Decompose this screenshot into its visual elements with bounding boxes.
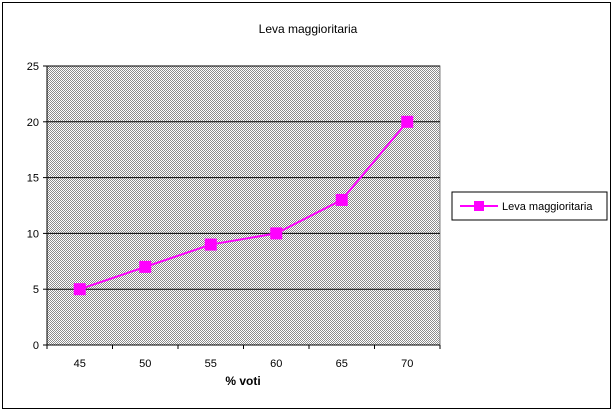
x-tick-label: 65 <box>336 358 348 370</box>
y-axis: 0 5 10 15 20 25 <box>27 61 47 352</box>
data-point-marker <box>204 238 217 251</box>
x-tick-label: 55 <box>205 358 217 370</box>
data-point-marker <box>73 283 86 296</box>
x-axis-label: % voti <box>225 374 260 388</box>
data-point-marker <box>335 193 348 206</box>
plot-area <box>46 65 441 346</box>
y-tick-label: 0 <box>33 340 39 352</box>
x-axis: 45 50 55 60 65 70 <box>46 345 441 370</box>
x-tick-label: 50 <box>139 358 151 370</box>
series-layer <box>73 115 414 296</box>
chart-title: Leva maggioritaria <box>259 22 358 36</box>
legend-label: Leva maggioritaria <box>502 201 593 213</box>
data-point-marker <box>139 260 152 273</box>
y-tick-label: 5 <box>33 284 39 296</box>
x-tick-label: 45 <box>74 358 86 370</box>
y-tick-label: 20 <box>27 117 39 129</box>
y-tick-label: 15 <box>27 173 39 185</box>
x-tick-label: 70 <box>401 358 413 370</box>
data-point-marker <box>401 115 414 128</box>
y-tick-label: 10 <box>27 228 39 240</box>
series-line <box>79 121 409 291</box>
y-tick-label: 25 <box>27 61 39 73</box>
gridlines <box>47 65 440 290</box>
data-point-marker <box>270 227 283 240</box>
legend-box <box>451 191 608 221</box>
legend-marker <box>474 201 484 211</box>
legend: Leva maggioritaria <box>451 191 608 221</box>
x-tick-label: 60 <box>270 358 282 370</box>
